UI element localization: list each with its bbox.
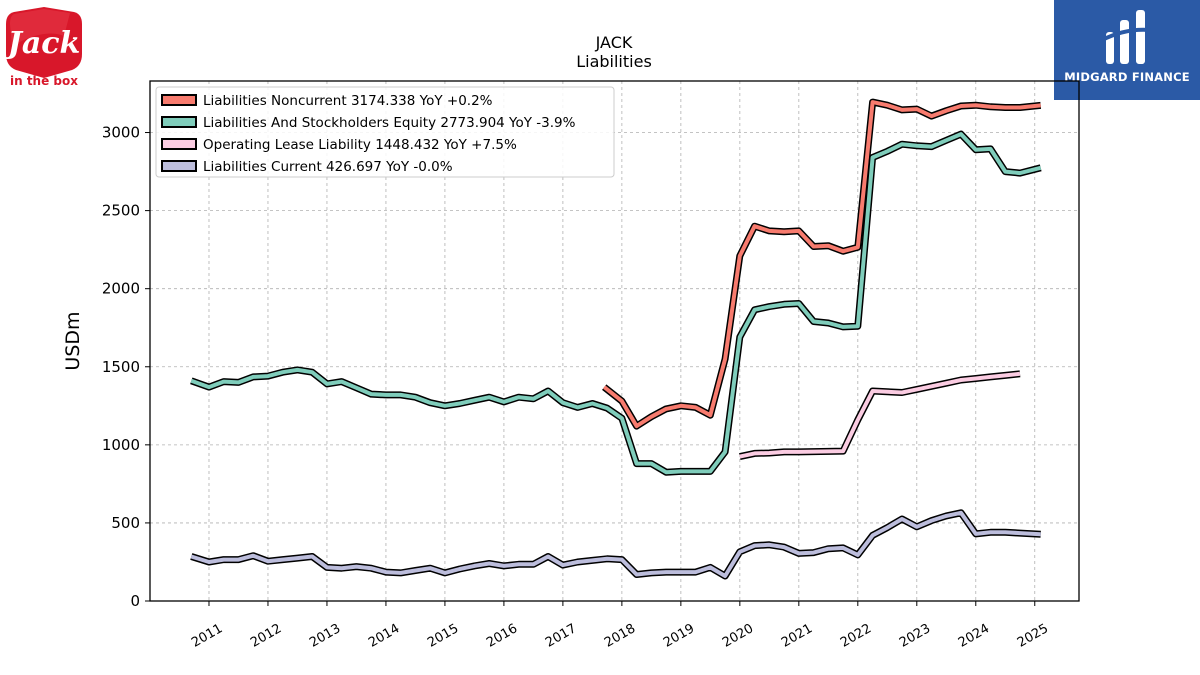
x-tick-label: 2021 <box>779 621 815 651</box>
y-tick-label: 500 <box>111 514 140 532</box>
series-3 <box>190 509 1041 580</box>
legend-swatch <box>161 160 197 172</box>
legend: Liabilities Noncurrent 3174.338 YoY +0.2… <box>155 86 615 178</box>
x-tick-label: 2016 <box>484 621 520 651</box>
logo-wordmark: Jack <box>4 26 80 61</box>
chart-subtitle: Liabilities <box>576 52 652 71</box>
logo-tagline: in the box <box>10 74 78 88</box>
x-tick-label: 2019 <box>661 621 697 651</box>
x-tick-label: 2014 <box>366 621 402 651</box>
y-tick-label: 2500 <box>102 202 140 220</box>
chart-title: JACK <box>595 33 633 52</box>
y-tick-label: 2000 <box>102 280 140 298</box>
legend-entry: Liabilities Current 426.697 YoY -0.0% <box>203 159 453 175</box>
x-tick-label: 2024 <box>956 621 992 651</box>
y-tick-label: 0 <box>130 592 140 610</box>
y-tick-label: 3000 <box>102 124 140 142</box>
legend-entry: Liabilities Noncurrent 3174.338 YoY +0.2… <box>203 93 493 109</box>
midgard-logo-icon <box>1101 10 1151 64</box>
x-tick-label: 2022 <box>838 621 874 651</box>
series-line <box>190 132 1042 475</box>
plot-frame <box>149 80 1080 602</box>
x-tick-label: 2018 <box>602 621 638 651</box>
logo-mark: Jack in the box <box>3 7 82 88</box>
y-axis-label: USDm <box>62 311 84 370</box>
brand-name: MIDGARD FINANCE <box>1064 70 1190 84</box>
legend-box <box>155 86 615 178</box>
x-axis: 2011 2012 2013 2014 2015 2016 2017 2018 2019 2020… <box>189 601 1051 651</box>
x-tick-label: 2025 <box>1015 621 1051 651</box>
midgard-finance-badge: MIDGARD FINANCE <box>1054 0 1200 100</box>
series-2 <box>739 370 1021 461</box>
series-1 <box>190 130 1042 476</box>
series-line <box>739 371 1021 459</box>
series-line-outline <box>190 509 1041 580</box>
x-tick-label: 2023 <box>897 621 933 651</box>
midgard-logo-bar-left <box>1106 32 1114 64</box>
y-tick-label: 1000 <box>102 436 140 454</box>
x-tick-label: 2020 <box>720 621 756 651</box>
series-0 <box>602 98 1042 430</box>
midgard-logo-swoosh <box>1101 27 1151 42</box>
series-layer <box>190 98 1042 580</box>
midgard-logo-bar-right <box>1136 10 1145 64</box>
legend-swatch <box>161 138 197 150</box>
x-tick-label: 2011 <box>189 621 225 651</box>
x-tick-label: 2017 <box>543 621 579 651</box>
x-tick-label: 2012 <box>248 621 284 651</box>
series-line <box>190 510 1041 578</box>
legend-entry: Liabilities And Stockholders Equity 2773… <box>203 115 576 131</box>
series-line-outline <box>739 370 1021 461</box>
series-line <box>602 100 1041 429</box>
x-tick-label: 2013 <box>307 621 343 651</box>
y-axis: 0 500 1000 1500 2000 2500 3000 <box>102 124 150 610</box>
legend-swatch <box>161 116 197 128</box>
legend-swatch <box>161 94 197 106</box>
logo-shine <box>10 9 70 46</box>
y-tick-label: 1500 <box>102 358 140 376</box>
grid-lines <box>150 81 1079 602</box>
series-line-outline <box>190 130 1042 476</box>
jack-in-the-box-logo: Jack in the box <box>3 6 84 88</box>
legend-entry: Operating Lease Liability 1448.432 YoY +… <box>203 137 517 153</box>
x-tick-label: 2015 <box>425 621 461 651</box>
